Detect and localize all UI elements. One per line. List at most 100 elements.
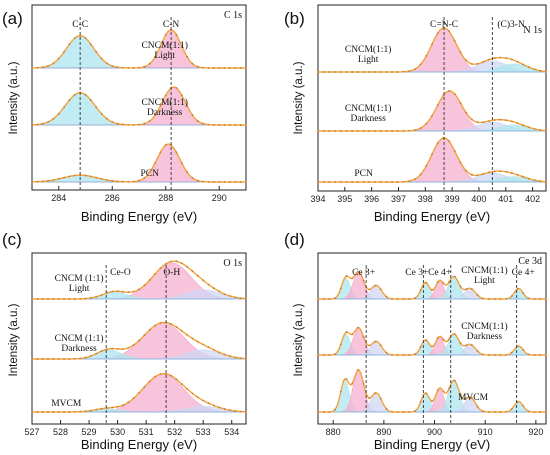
data-point (476, 405, 479, 408)
data-point (328, 181, 331, 183)
series-label: CNCM(1:1) (461, 265, 507, 276)
data-point (229, 295, 231, 297)
x-tick-label: 533 (196, 427, 211, 437)
data-point (116, 180, 119, 183)
plot-frame (317, 4, 547, 192)
data-point (482, 353, 485, 356)
data-point (425, 55, 428, 57)
data-point (533, 411, 536, 413)
data-point (234, 124, 237, 126)
x-tick-label: 290 (212, 193, 227, 203)
data-point (122, 290, 124, 293)
data-point (234, 181, 237, 183)
data-point (52, 62, 55, 65)
data-point (522, 349, 525, 351)
data-point (396, 130, 399, 132)
data-point (402, 354, 405, 356)
data-point (234, 410, 237, 412)
data-point (522, 124, 525, 127)
data-point (239, 181, 242, 183)
data-point (328, 130, 331, 132)
data-point (84, 93, 87, 96)
x-tick-label: 398 (418, 194, 433, 204)
data-point (368, 397, 371, 400)
data-point (539, 180, 542, 183)
data-point (175, 87, 178, 89)
data-point (436, 104, 439, 107)
data-point (425, 392, 428, 395)
data-point (545, 129, 547, 132)
data-point (127, 401, 130, 404)
data-point (36, 66, 39, 69)
data-point (143, 122, 146, 125)
peak-label: Ce 4+ (512, 268, 535, 278)
peak-label: O-H (163, 268, 180, 278)
data-point (89, 175, 92, 178)
data-point (431, 289, 433, 291)
data-point (41, 180, 44, 183)
peak-label: C-C (72, 20, 88, 30)
data-point (79, 298, 82, 300)
data-point (539, 69, 542, 72)
data-point (95, 176, 98, 179)
data-point (516, 173, 519, 176)
data-point (476, 350, 479, 352)
data-point (385, 181, 388, 183)
data-point (41, 358, 44, 360)
data-point (116, 122, 119, 125)
data-point (408, 180, 411, 183)
data-point (52, 411, 55, 413)
data-point (528, 177, 530, 180)
data-point (186, 388, 189, 390)
data-point (385, 351, 388, 354)
data-point (138, 123, 140, 126)
data-point (229, 181, 231, 183)
x-tick-label: 396 (364, 194, 379, 204)
data-point (488, 298, 490, 300)
data-point (138, 288, 140, 291)
data-point (339, 130, 342, 132)
data-point (408, 298, 411, 300)
data-point (47, 121, 49, 123)
data-point (488, 120, 490, 122)
data-point (476, 62, 479, 65)
data-point (528, 126, 530, 129)
data-point (132, 67, 135, 69)
data-point (339, 390, 342, 393)
data-point (488, 58, 490, 61)
data-point (488, 354, 490, 356)
data-point (122, 66, 124, 69)
data-point (36, 180, 39, 183)
data-point (180, 45, 183, 47)
data-point (207, 283, 210, 286)
data-point (482, 297, 485, 300)
data-point (57, 178, 60, 180)
data-point (31, 67, 33, 69)
data-point (180, 94, 183, 97)
data-point (328, 298, 331, 300)
data-point (207, 402, 210, 405)
data-point (122, 404, 124, 407)
data-point (73, 174, 76, 177)
data-point (339, 287, 342, 290)
data-point (505, 410, 507, 413)
data-point (322, 411, 325, 413)
data-point (186, 56, 189, 58)
data-point (351, 333, 354, 336)
data-point (385, 130, 388, 132)
spectrum-title: Ce 3d (518, 256, 542, 267)
data-point (31, 411, 33, 413)
data-point (36, 411, 39, 413)
data-point (245, 357, 247, 360)
data-point (159, 151, 162, 154)
data-point (207, 123, 210, 126)
data-point (505, 354, 507, 356)
panel-label: (d) (284, 230, 305, 249)
data-point (180, 262, 183, 265)
data-point (234, 67, 237, 69)
plot-frame (31, 4, 247, 191)
data-point (453, 275, 456, 278)
panel-label: (a) (2, 9, 23, 28)
spectra-layer: 394 395 396 397 398 399 400 401 402CNCM(1:1)Ligh… (310, 17, 547, 204)
